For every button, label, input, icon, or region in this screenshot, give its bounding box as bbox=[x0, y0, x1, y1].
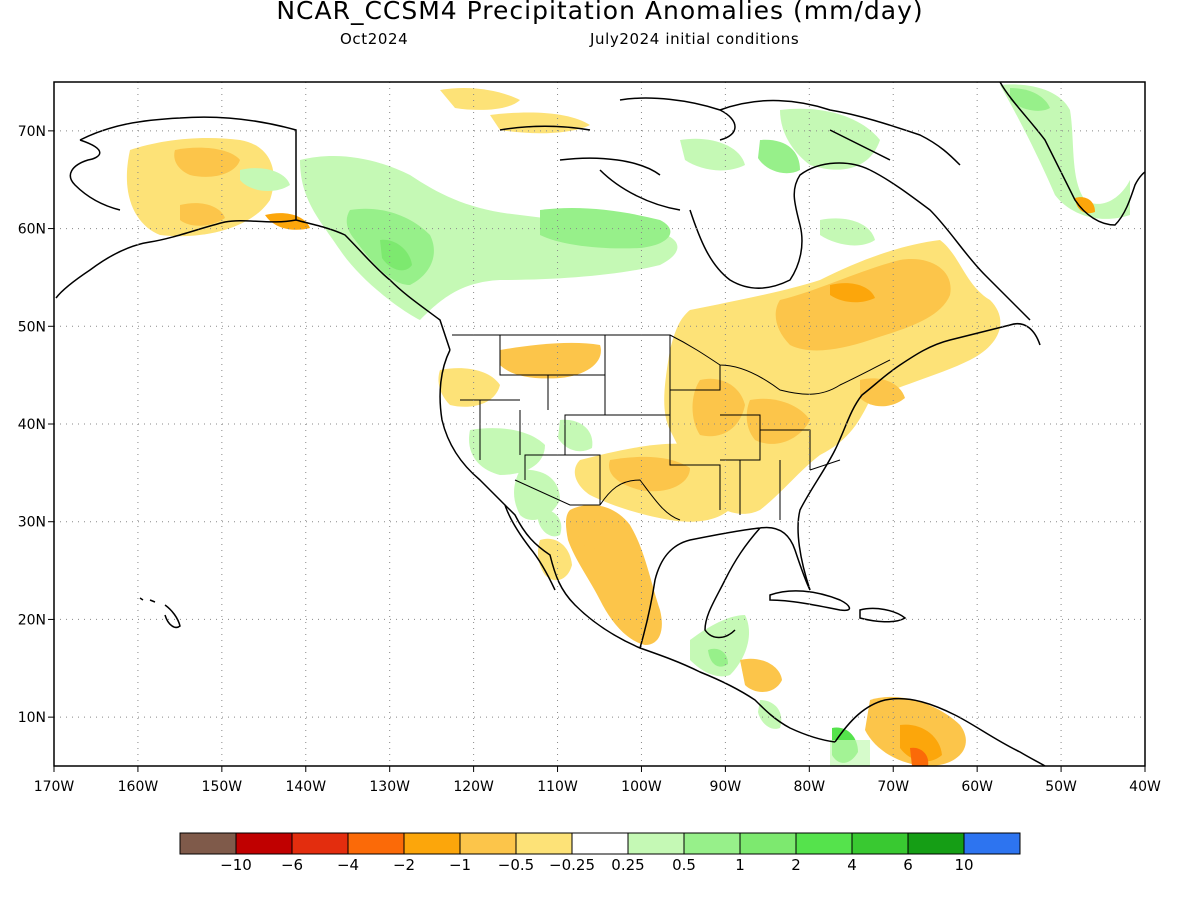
hispaniola bbox=[859, 607, 907, 623]
lon-tick-label: 50W bbox=[1045, 779, 1077, 795]
lat-tick-label: 10N bbox=[18, 710, 46, 726]
coastlines bbox=[55, 82, 1145, 766]
lat-tick-label: 60N bbox=[18, 222, 46, 238]
baja-coast bbox=[504, 504, 556, 591]
lon-tick-label: 170W bbox=[34, 779, 75, 795]
cuba bbox=[769, 590, 851, 612]
dry-region-alaska-core bbox=[174, 147, 240, 177]
colorbar-label: −2 bbox=[392, 856, 416, 874]
lon-tick-label: 70W bbox=[877, 779, 909, 795]
colorbar-swatch bbox=[459, 832, 517, 855]
south-america bbox=[834, 697, 1046, 766]
colorbar-swatch bbox=[963, 832, 1021, 855]
lon-tick-label: 120W bbox=[453, 779, 494, 795]
alaska-coast bbox=[55, 116, 451, 351]
lat-tick-label: 30N bbox=[18, 515, 46, 531]
colorbar-swatch bbox=[683, 832, 741, 855]
colorbar-swatch bbox=[627, 832, 685, 855]
anomaly-shading bbox=[126, 84, 1130, 766]
colorbar bbox=[179, 832, 1021, 855]
lat-tick-label: 70N bbox=[18, 124, 46, 140]
colorbar-label: −10 bbox=[220, 856, 252, 874]
lon-tick-label: 80W bbox=[793, 779, 825, 795]
colorbar-swatch bbox=[851, 832, 909, 855]
forecast-month: Oct2024 bbox=[340, 30, 409, 48]
east-coast bbox=[797, 323, 1041, 591]
lon-tick-label: 150W bbox=[202, 779, 243, 795]
colorbar-label: 10 bbox=[954, 856, 974, 874]
lon-tick-label: 140W bbox=[285, 779, 326, 795]
colorbar-label: 6 bbox=[903, 856, 913, 874]
hudson-bay bbox=[689, 162, 871, 289]
colorbar-swatch bbox=[403, 832, 461, 855]
colorbar-label: −6 bbox=[280, 856, 304, 874]
arctic-islands bbox=[499, 97, 961, 211]
colorbar-swatch bbox=[291, 832, 349, 855]
colorbar-swatch bbox=[235, 832, 293, 855]
colorbar-label: −1 bbox=[448, 856, 472, 874]
colorbar-label: −0.5 bbox=[497, 856, 535, 874]
longitude-ticks: 170W 160W 150W 140W 130W 120W 110W 100W 90W 80W 70… bbox=[34, 766, 1161, 795]
lon-tick-label: 40W bbox=[1129, 779, 1161, 795]
west-coast bbox=[439, 349, 836, 743]
colorbar-swatch bbox=[907, 832, 965, 855]
colorbar-label: −4 bbox=[336, 856, 360, 874]
us-mexico-border bbox=[514, 479, 681, 521]
state-lines bbox=[460, 335, 841, 520]
initial-conditions: July2024 initial conditions bbox=[590, 30, 800, 48]
labrador-coast bbox=[869, 169, 1031, 321]
lon-tick-label: 90W bbox=[710, 779, 742, 795]
hawaii bbox=[139, 597, 181, 629]
lon-tick-label: 130W bbox=[369, 779, 410, 795]
colorbar-swatch bbox=[179, 832, 237, 855]
lon-tick-label: 100W bbox=[621, 779, 662, 795]
lon-tick-label: 110W bbox=[537, 779, 578, 795]
lat-tick-label: 40N bbox=[18, 417, 46, 433]
colorbar-label: 0.5 bbox=[672, 856, 696, 874]
lat-tick-label: 50N bbox=[18, 319, 46, 335]
lon-tick-label: 60W bbox=[961, 779, 993, 795]
map-title: NCAR_CCSM4 Precipitation Anomalies (mm/d… bbox=[276, 0, 924, 25]
gulf-coast bbox=[639, 526, 811, 649]
colorbar-label: 0.25 bbox=[611, 856, 645, 874]
colorbar-swatch bbox=[571, 832, 629, 855]
lon-tick-label: 160W bbox=[118, 779, 159, 795]
political-borders bbox=[452, 334, 891, 521]
colorbar-label: 1 bbox=[735, 856, 745, 874]
colorbar-swatch bbox=[795, 832, 853, 855]
colorbar-swatch bbox=[739, 832, 797, 855]
colorbar-label: 4 bbox=[847, 856, 857, 874]
latitude-ticks: 10N 20N 30N 40N 50N 60N 70N bbox=[18, 124, 54, 726]
us-canada-border bbox=[452, 334, 891, 395]
colorbar-label: 2 bbox=[791, 856, 801, 874]
lat-lon-grid bbox=[54, 82, 1145, 766]
colorbar-swatch bbox=[347, 832, 405, 855]
colorbar-label: −0.25 bbox=[549, 856, 595, 874]
lat-tick-label: 20N bbox=[18, 612, 46, 628]
colorbar-swatch bbox=[515, 832, 573, 855]
